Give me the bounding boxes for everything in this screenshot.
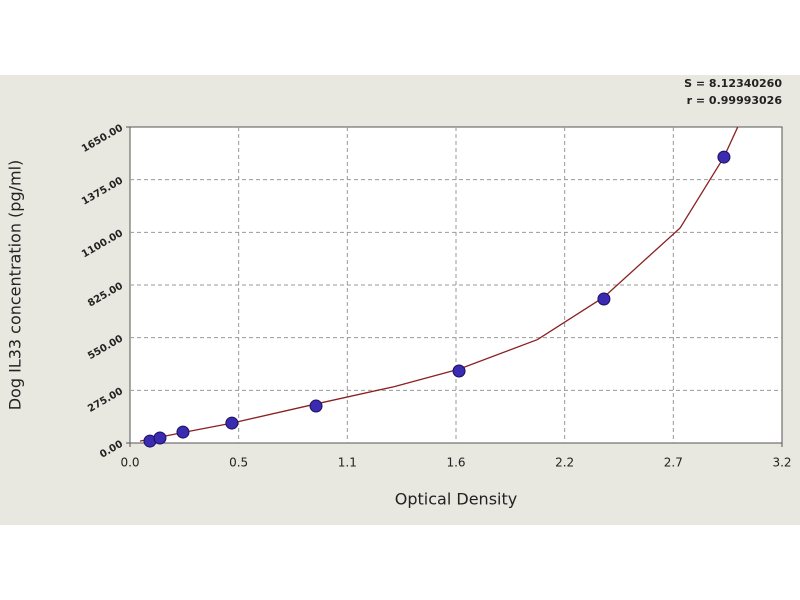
data-point [717, 150, 731, 164]
x-tick-label: 2.7 [664, 456, 683, 470]
x-tick-label: 3.2 [772, 456, 791, 470]
annotation: r = 0.99993026 [687, 94, 783, 107]
data-point [176, 425, 190, 439]
y-axis-label: Dog IL33 concentration (pg/ml) [6, 160, 25, 411]
annotation: S = 8.12340260 [684, 77, 782, 90]
x-tick-label: 1.6 [446, 456, 465, 470]
data-point [597, 292, 611, 306]
x-tick-label: 0.5 [229, 456, 248, 470]
data-point [225, 416, 239, 430]
x-axis-label: Optical Density [395, 490, 517, 509]
x-tick-label: 2.2 [555, 456, 574, 470]
data-point [452, 364, 466, 378]
data-point [153, 431, 167, 445]
x-tick-label: 0.0 [120, 456, 139, 470]
data-point [309, 399, 323, 413]
x-tick-label: 1.1 [338, 456, 357, 470]
